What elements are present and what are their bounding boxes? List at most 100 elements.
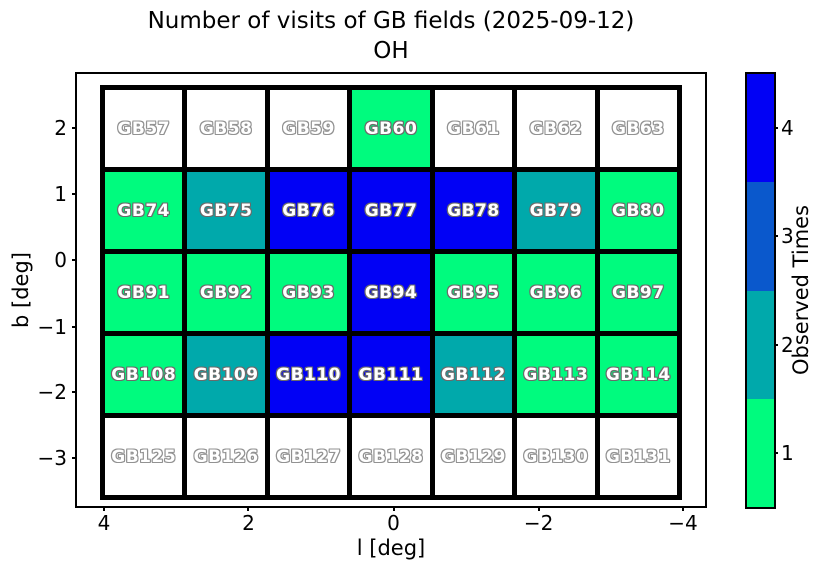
colorbar-tick-label: 1 [781,440,794,465]
y-tick-label: −1 [37,314,67,339]
chart-title-line1: Number of visits of GB fields (2025-09-1… [147,8,635,34]
field-cell-GB93: GB93 [269,254,348,331]
x-tick-label: 0 [387,511,400,535]
field-cell-GB74: GB74 [105,172,183,249]
field-label: GB59 [282,118,335,139]
field-label: GB57 [117,118,170,139]
x-tick-mark [103,506,105,511]
field-label: GB130 [523,446,589,467]
field-cell-GB109: GB109 [187,336,265,413]
chart-title: Number of visits of GB fields (2025-09-1… [75,6,707,66]
x-tick-label: −2 [523,511,554,535]
field-label: GB78 [447,200,500,221]
field-label: GB80 [611,200,665,221]
field-cell-GB113: GB113 [517,336,595,413]
colorbar-tick-mark [774,127,778,130]
field-label: GB112 [440,364,506,385]
chart-title-line2: OH [373,38,409,64]
field-label: GB63 [611,118,665,139]
field-label: GB58 [199,118,253,139]
field-label: GB74 [117,200,170,221]
y-tick-mark [72,259,77,262]
field-label: GB94 [364,282,418,303]
field-label: GB127 [276,446,342,467]
field-cell-GB80: GB80 [599,172,677,249]
y-tick-mark [72,457,77,460]
field-cell-GB125: GB125 [105,418,183,495]
colorbar-label: Observed Times [789,204,813,376]
y-tick-label: −3 [37,446,67,471]
field-label: GB126 [193,446,259,467]
field-label: GB131 [605,446,671,467]
field-label: GB108 [111,364,177,385]
field-label: GB95 [447,282,500,303]
field-label: GB91 [117,282,170,303]
field-cell-GB128: GB128 [352,418,430,495]
field-cell-GB94: GB94 [352,254,430,331]
field-label: GB114 [605,364,671,385]
colorbar-segment-2 [747,290,774,399]
field-label: GB61 [447,118,500,139]
field-label: GB113 [523,364,589,385]
field-cell-GB108: GB108 [105,336,183,413]
x-tick-mark [682,506,685,511]
y-tick-label: 1 [54,181,67,206]
colorbar-tick-label: 3 [781,224,794,249]
field-label: GB79 [529,200,583,221]
y-tick-mark [72,127,77,130]
field-cell-GB126: GB126 [187,418,265,495]
field-cell-GB129: GB129 [434,418,513,495]
field-cell-GB77: GB77 [352,172,430,249]
field-cell-GB114: GB114 [599,336,677,413]
x-tick-mark [392,506,395,511]
field-label: GB62 [529,118,583,139]
y-tick-mark [72,192,77,195]
field-cell-GB127: GB127 [269,418,348,495]
field-label: GB77 [364,200,418,221]
field-label: GB111 [358,364,424,385]
field-cell-GB60: GB60 [352,90,430,167]
colorbar-segment-1 [747,398,774,507]
field-cell-GB62: GB62 [517,90,595,167]
field-grid: GB57 GB58 GB59 GB60 GB61 GB62 GB63 GB74 GB75 GB76… [100,85,682,500]
colorbar-tick-mark [774,451,778,454]
colorbar: 4 3 2 1 [745,72,794,509]
field-cell-GB78: GB78 [434,172,513,249]
field-label: GB125 [111,446,177,467]
field-cell-GB130: GB130 [517,418,595,495]
field-label: GB92 [199,282,253,303]
field-label: GB75 [199,200,253,221]
field-cell-GB110: GB110 [269,336,348,413]
colorbar-tick-mark [774,235,778,238]
field-cell-GB58: GB58 [187,90,265,167]
field-label: GB60 [364,118,418,139]
colorbar-tick-label: 2 [781,332,794,357]
field-label: GB110 [276,364,342,385]
field-cell-GB79: GB79 [517,172,595,249]
field-cell-GB59: GB59 [269,90,348,167]
colorbar-tick-mark [774,343,778,346]
field-cell-GB61: GB61 [434,90,513,167]
colorbar-segment-3 [747,182,774,291]
field-cell-GB63: GB63 [599,90,677,167]
field-label: GB109 [193,364,259,385]
field-cell-GB96: GB96 [517,254,595,331]
colorbar-tick-label: 4 [781,116,794,141]
x-tick-mark [247,506,250,511]
y-tick-label: −2 [37,379,67,404]
y-tick-label: 0 [54,248,67,273]
x-tick-label: 2 [242,511,255,535]
field-cell-GB75: GB75 [187,172,265,249]
field-cell-GB97: GB97 [599,254,677,331]
field-label: GB93 [282,282,335,303]
field-cell-GB76: GB76 [269,172,348,249]
y-axis-label: b [deg] [9,252,33,328]
field-cell-GB111: GB111 [352,336,430,413]
field-label: GB96 [529,282,583,303]
x-tick-mark [537,506,540,511]
field-cell-GB131: GB131 [599,418,677,495]
field-cell-GB112: GB112 [434,336,513,413]
plot-area: GB57 GB58 GB59 GB60 GB61 GB62 GB63 GB74 GB75 GB76… [38,72,707,533]
y-tick-mark [72,390,77,393]
